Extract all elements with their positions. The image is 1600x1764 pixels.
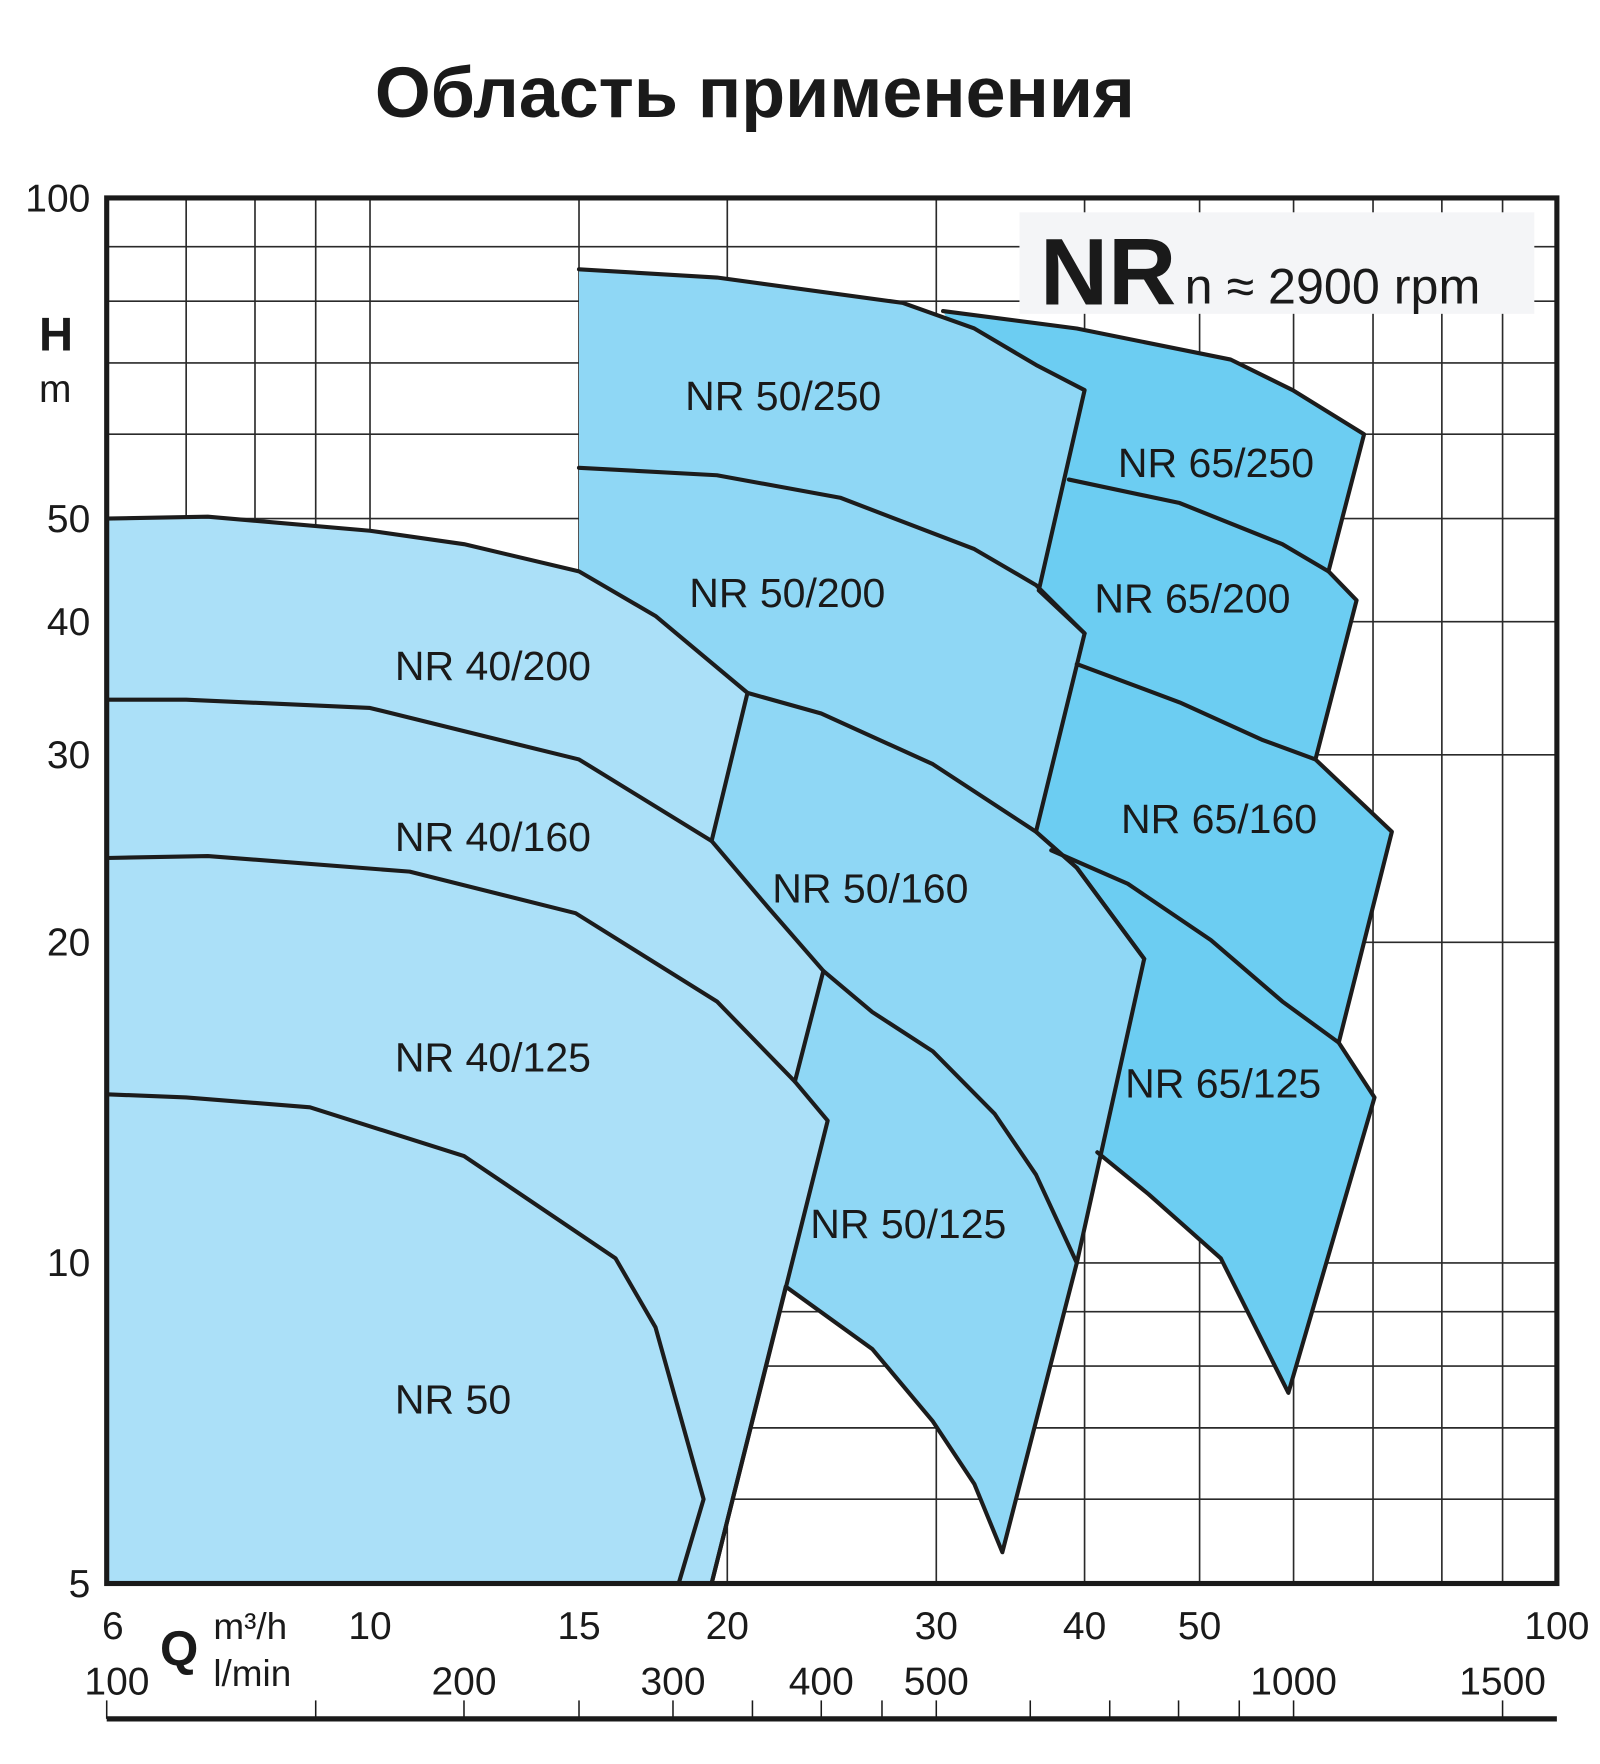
region-label: NR 50/125 (810, 1201, 1006, 1247)
region-label: NR 50/160 (772, 866, 968, 912)
region-boundaries (104, 267, 1394, 1586)
region-label: NR 65/250 (1118, 440, 1314, 486)
region-fill (943, 311, 1392, 1393)
y-tick-label: 10 (47, 1242, 90, 1285)
x2-tick-label: 400 (789, 1660, 854, 1703)
head-curve (1074, 662, 1318, 762)
x-tick-label: 10 (348, 1605, 391, 1648)
badge-series: NR (1040, 220, 1176, 325)
x2-tick-label: 300 (640, 1660, 705, 1703)
region-label: NR 50/200 (689, 570, 885, 616)
region-label: NR 40/160 (395, 814, 591, 860)
region-label: NR 40/200 (395, 643, 591, 689)
badge-speed: n ≈ 2900 rpm (1185, 259, 1481, 315)
region-label: NR 65/200 (1094, 575, 1290, 621)
axes: 5 10 20 30 40 50 100 6 10 15 20 30 40 50 100 100 200 300 4… (25, 177, 1589, 1722)
x-tick-label: 15 (557, 1605, 600, 1648)
x2-tick-label: 100 (84, 1660, 149, 1703)
x-tick-label: 40 (1063, 1605, 1106, 1648)
head-curve (104, 1092, 706, 1586)
region-label: NR 50/250 (685, 373, 881, 419)
plot-frame (104, 195, 1560, 1587)
y-axis-label: H (39, 308, 73, 361)
x-tick-label: 100 (1524, 1605, 1589, 1648)
head-curve (821, 968, 1079, 1265)
x2-tick-label: 200 (431, 1660, 496, 1703)
region-label: NR 50 (395, 1376, 511, 1422)
head-curve (1066, 477, 1331, 574)
head-curve (104, 854, 797, 1084)
region-labels: NR 65/250 NR 65/200 NR 65/160 NR 65/125 NR 5… (395, 373, 1321, 1422)
x2-tick-label: 500 (904, 1660, 969, 1703)
head-curve (745, 690, 1147, 961)
y-tick-label: 100 (25, 177, 90, 220)
y-tick-label: 5 (69, 1563, 91, 1606)
x2-tick-label: 1000 (1250, 1660, 1337, 1703)
head-curve (1049, 848, 1341, 1045)
x2-axis-unit: l/min (213, 1653, 291, 1694)
y-tick-label: 50 (47, 498, 90, 541)
x-tick-label: 50 (1178, 1605, 1221, 1648)
x-axis-unit: m³/h (213, 1606, 287, 1647)
x-tick-label: 20 (706, 1605, 749, 1648)
x2-tick-label: 1500 (1459, 1660, 1546, 1703)
badge-box (1019, 212, 1535, 314)
region-label: NR 65/125 (1125, 1060, 1321, 1106)
chart-title: Область применения (375, 53, 1135, 133)
x-tick-label: 6 (102, 1605, 124, 1648)
region-label: NR 65/160 (1121, 796, 1317, 842)
x-tick-label: 30 (915, 1605, 958, 1648)
head-curve (104, 697, 714, 844)
y-tick-label: 20 (47, 922, 90, 965)
region-label: NR 40/125 (395, 1035, 591, 1081)
y-tick-label: 40 (47, 601, 90, 644)
x-axis-label: Q (160, 1622, 198, 1677)
y-tick-label: 30 (47, 734, 90, 777)
y-axis-unit: m (39, 368, 71, 411)
head-curve (576, 465, 1087, 636)
